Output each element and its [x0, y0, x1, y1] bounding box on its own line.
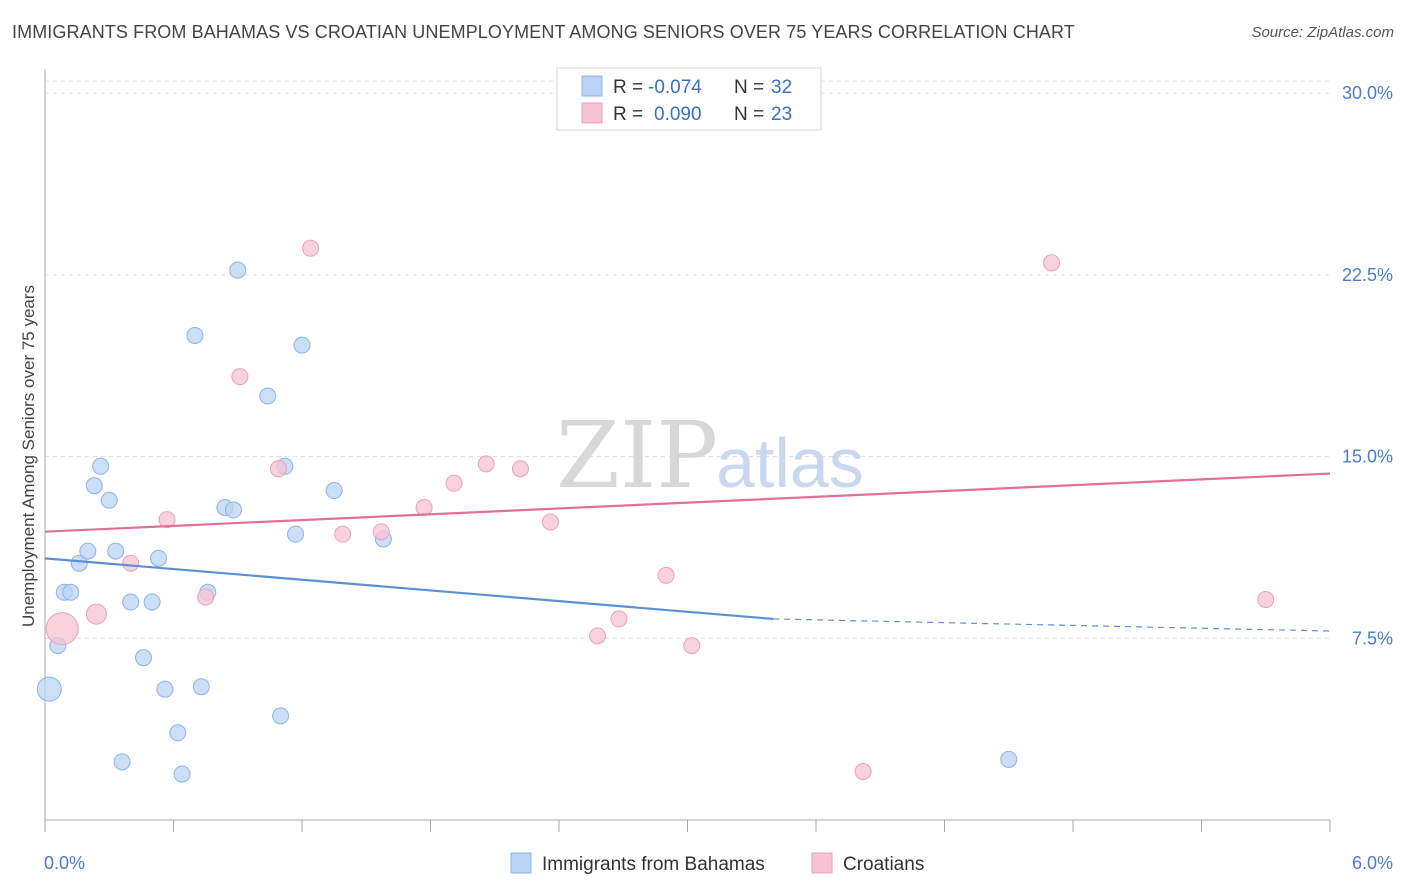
data-point-croatians	[45, 612, 79, 646]
grid-lines	[45, 80, 1330, 639]
data-point-bahamas	[85, 477, 103, 495]
trend-lines	[44, 472, 1331, 632]
data-point-bahamas	[100, 491, 118, 509]
data-point-croatians	[122, 554, 140, 572]
y-tick-label: 15.0%	[1342, 447, 1393, 467]
data-point-bahamas	[107, 542, 125, 560]
data-point-bahamas	[173, 765, 191, 783]
data-point-bahamas	[135, 649, 153, 667]
legend-r-label: R =	[613, 104, 643, 125]
data-point-bahamas	[259, 387, 277, 405]
data-point-croatians	[197, 588, 215, 606]
legend-n-value: 23	[771, 104, 792, 125]
data-point-bahamas	[293, 336, 311, 354]
data-point-bahamas	[1000, 750, 1018, 768]
legend-n-label: N =	[734, 104, 764, 125]
data-point-croatians	[541, 513, 559, 531]
data-point-bahamas	[79, 542, 97, 560]
data-point-croatians	[477, 455, 495, 473]
data-point-croatians	[657, 566, 675, 584]
data-point-bahamas	[113, 753, 131, 771]
data-point-croatians	[302, 239, 320, 257]
data-point-croatians	[231, 368, 249, 386]
data-point-bahamas	[143, 593, 161, 611]
data-point-bahamas	[92, 457, 110, 475]
series-legend: Immigrants from Bahamas Croatians	[510, 852, 924, 875]
data-point-bahamas	[192, 678, 210, 696]
correlation-legend: R = -0.074 N = 32 R = 0.090 N = 23	[556, 67, 822, 131]
data-point-bahamas	[122, 593, 140, 611]
data-point-croatians	[334, 525, 352, 543]
data-point-croatians	[269, 460, 287, 478]
y-tick-labels: 7.5% 15.0% 22.5% 30.0%	[1342, 83, 1393, 648]
data-point-croatians	[445, 474, 463, 492]
series-label-bahamas: Immigrants from Bahamas	[542, 854, 765, 875]
y-axis-label: Unemployment Among Seniors over 75 years	[19, 285, 38, 627]
data-point-croatians	[511, 460, 529, 478]
x-tick-label: 6.0%	[1352, 853, 1393, 873]
legend-swatch-blue	[581, 75, 603, 97]
data-point-bahamas	[62, 583, 80, 601]
x-tick-labels: 0.0% 6.0%	[44, 853, 1393, 873]
trend-line-bahamas-extension	[773, 618, 1331, 632]
data-point-croatians	[372, 523, 390, 541]
data-point-croatians	[1043, 254, 1061, 272]
series-swatch-blue	[510, 852, 532, 874]
legend-n-label: N =	[734, 77, 764, 98]
data-point-croatians	[158, 511, 176, 529]
data-point-bahamas	[70, 554, 88, 572]
data-point-croatians	[683, 637, 701, 655]
data-point-bahamas	[156, 680, 174, 698]
data-point-bahamas	[224, 501, 242, 519]
series-label-croatians: Croatians	[843, 854, 924, 875]
data-points	[36, 89, 1275, 783]
x-tick-label: 0.0%	[44, 853, 85, 873]
data-point-croatians	[85, 603, 107, 625]
data-point-bahamas	[36, 676, 62, 702]
data-point-bahamas	[169, 724, 187, 742]
data-point-bahamas	[287, 525, 305, 543]
legend-r-label: R =	[613, 77, 643, 98]
data-point-croatians	[415, 498, 433, 516]
legend-r-value: -0.074	[648, 77, 702, 98]
data-point-bahamas	[229, 261, 247, 279]
data-point-croatians	[854, 763, 872, 781]
data-point-croatians	[610, 610, 628, 628]
y-tick-label: 22.5%	[1342, 265, 1393, 285]
data-point-bahamas	[150, 549, 168, 567]
watermark-atlas: atlas	[716, 424, 864, 502]
data-point-bahamas	[325, 482, 343, 500]
data-point-bahamas	[272, 707, 290, 725]
trend-line-croatians	[44, 472, 1331, 533]
y-tick-label: 7.5%	[1352, 628, 1393, 648]
legend-swatch-pink	[581, 102, 603, 124]
series-swatch-pink	[811, 852, 833, 874]
data-point-bahamas	[186, 326, 204, 344]
trend-line-bahamas	[44, 557, 774, 621]
y-tick-label: 30.0%	[1342, 83, 1393, 103]
watermark-zip: ZIP	[556, 402, 718, 509]
chart-title: IMMIGRANTS FROM BAHAMAS VS CROATIAN UNEM…	[12, 22, 1075, 42]
chart-source: Source: ZipAtlas.com	[1251, 24, 1394, 41]
data-point-croatians	[1257, 591, 1275, 609]
data-point-croatians	[589, 627, 607, 645]
legend-r-value: 0.090	[654, 104, 702, 125]
legend-n-value: 32	[771, 77, 792, 98]
